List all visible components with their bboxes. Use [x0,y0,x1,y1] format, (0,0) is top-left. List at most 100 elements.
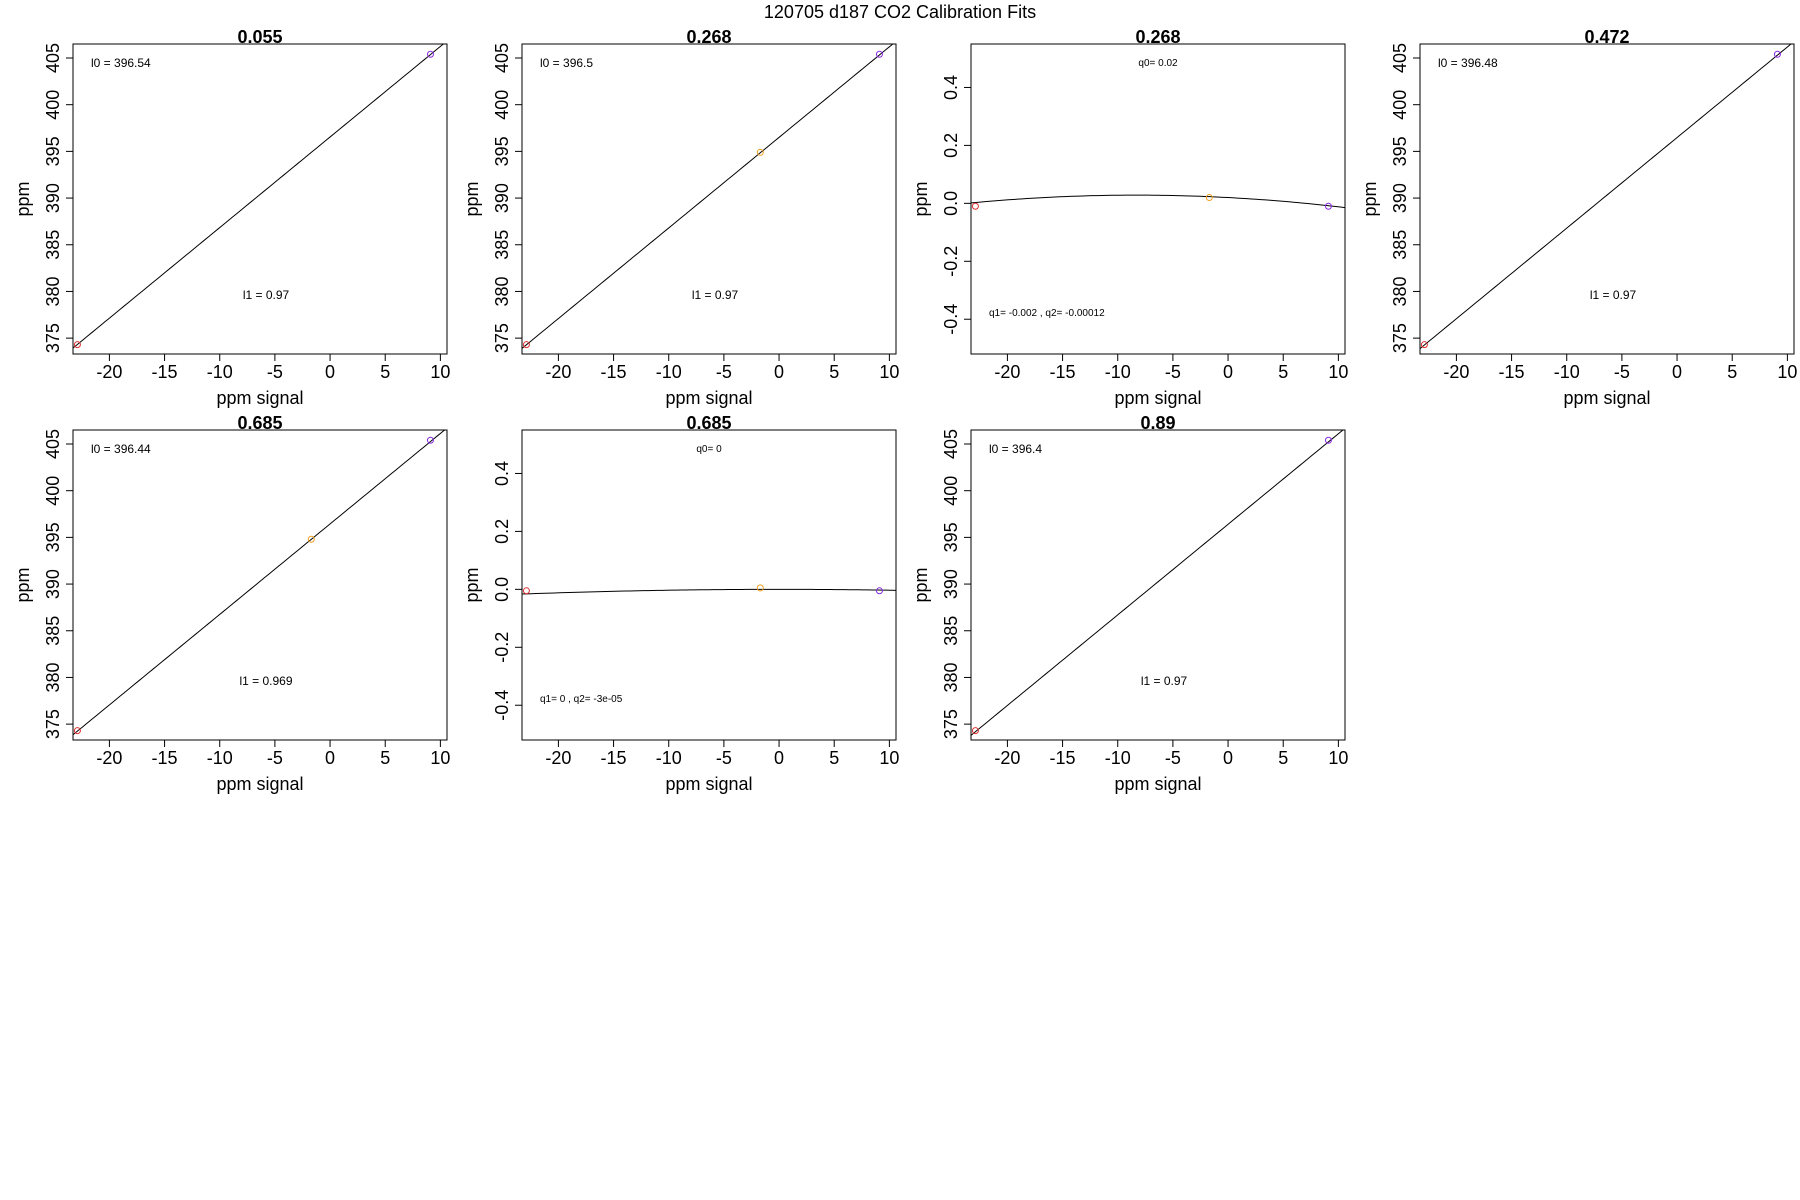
x-tick-label: 5 [1278,362,1288,382]
x-axis-label: ppm signal [216,388,303,408]
figure-title: 120705 d187 CO2 Calibration Fits [764,2,1036,22]
x-tick-label: 5 [380,362,390,382]
y-tick-label: 400 [492,90,512,120]
y-axis-label: ppm [911,181,931,216]
x-tick-label: -15 [601,362,627,382]
plot-frame [521,429,897,741]
y-tick-label: 390 [941,569,961,599]
y-tick-label: 405 [43,43,63,73]
y-tick-label: 400 [43,476,63,506]
data-point [971,727,979,735]
x-tick-label: -10 [1105,748,1131,768]
x-tick-label: -20 [545,748,571,768]
slope-annotation: l1 = 0.97 [1590,288,1637,302]
x-tick-label: 0 [774,362,784,382]
x-tick-label: 0 [774,748,784,768]
y-tick-label: 395 [1390,136,1410,166]
x-tick-label: -20 [994,748,1020,768]
x-tick-label: 10 [430,362,450,382]
x-tick-label: -20 [1443,362,1469,382]
y-tick-label: 400 [1390,90,1410,120]
x-tick-label: -15 [1499,362,1525,382]
data-point [1324,436,1332,444]
x-tick-label: 5 [829,362,839,382]
x-tick-label: 10 [1328,748,1348,768]
slope-annotation: l1 = 0.969 [239,674,292,688]
y-tick-label: 0.0 [941,191,961,216]
x-tick-label: 10 [1777,362,1797,382]
y-tick-label: 0.2 [941,133,961,158]
x-tick-label: -5 [716,748,732,768]
x-axis-label: ppm signal [1114,774,1201,794]
x-axis-label: ppm signal [665,388,752,408]
data-point [426,436,434,444]
x-tick-label: -10 [207,748,233,768]
x-tick-label: 10 [430,748,450,768]
x-tick-label: -5 [267,362,283,382]
y-tick-label: 390 [43,569,63,599]
plot-frame [521,43,897,355]
x-axis-label: ppm signal [1563,388,1650,408]
y-axis-label: ppm [462,181,482,216]
x-tick-label: -10 [1105,362,1131,382]
data-point [1205,194,1213,202]
y-tick-label: 405 [1390,43,1410,73]
panel-2: 0.268 -20 -15 -10 -5 0 5 10 375 380 385 390 395 400 40… [462,27,899,408]
x-tick-label: -20 [994,362,1020,382]
data-point [73,341,81,349]
y-tick-label: 395 [941,522,961,552]
x-tick-label: -10 [656,362,682,382]
fit-line [73,44,445,349]
x-tick-label: -10 [207,362,233,382]
x-tick-label: 10 [879,748,899,768]
x-tick-label: -15 [601,748,627,768]
x-tick-label: 5 [829,748,839,768]
x-tick-label: 10 [879,362,899,382]
data-point [1324,202,1332,210]
x-axis-label: ppm signal [216,774,303,794]
slope-annotation: l1 = 0.97 [243,288,290,302]
y-tick-label: 390 [1390,183,1410,213]
x-tick-label: 0 [1223,362,1233,382]
y-tick-label: 390 [492,183,512,213]
y-tick-label: 385 [43,616,63,646]
y-tick-label: 375 [941,709,961,739]
x-tick-label: 5 [380,748,390,768]
fit-line [971,194,1345,209]
data-point [756,584,764,592]
y-tick-label: 405 [43,429,63,459]
fit-line [971,430,1344,736]
x-tick-label: -5 [1165,362,1181,382]
x-axis-label: ppm signal [665,774,752,794]
y-tick-label: 405 [941,429,961,459]
q1-q2-annotation: q1= -0.002 , q2= -0.00012 [989,308,1105,319]
x-tick-label: -20 [96,748,122,768]
y-tick-label: 405 [492,43,512,73]
y-tick-label: 385 [941,616,961,646]
x-tick-label: -10 [656,748,682,768]
plot-frame [970,43,1346,355]
data-point [307,535,315,543]
fit-line [522,588,896,595]
y-tick-label: 375 [1390,323,1410,353]
data-point [522,587,530,595]
y-tick-label: -0.4 [492,690,512,721]
x-tick-label: -5 [716,362,732,382]
y-tick-label: 390 [43,183,63,213]
panel-1: 0.055 -20 -15 -10 -5 0 5 10 375 380 385 390 395 400 40… [13,27,450,408]
x-tick-label: -5 [1614,362,1630,382]
y-tick-label: 395 [43,522,63,552]
panel-title: 0.685 [686,413,731,433]
x-tick-label: 10 [1328,362,1348,382]
intercept-annotation: l0 = 396.44 [91,442,151,456]
plot-frame [970,429,1346,741]
intercept-annotation: l0 = 396.4 [989,442,1042,456]
panel-5: 0.685 -20 -15 -10 -5 0 5 10 375 380 385 390 395 400 40… [13,413,450,794]
y-axis-label: ppm [13,567,33,602]
x-tick-label: -15 [1050,362,1076,382]
x-tick-label: -15 [152,748,178,768]
x-tick-label: 5 [1727,362,1737,382]
y-tick-label: 380 [1390,276,1410,306]
x-tick-label: -15 [1050,748,1076,768]
y-tick-label: -0.2 [492,632,512,663]
